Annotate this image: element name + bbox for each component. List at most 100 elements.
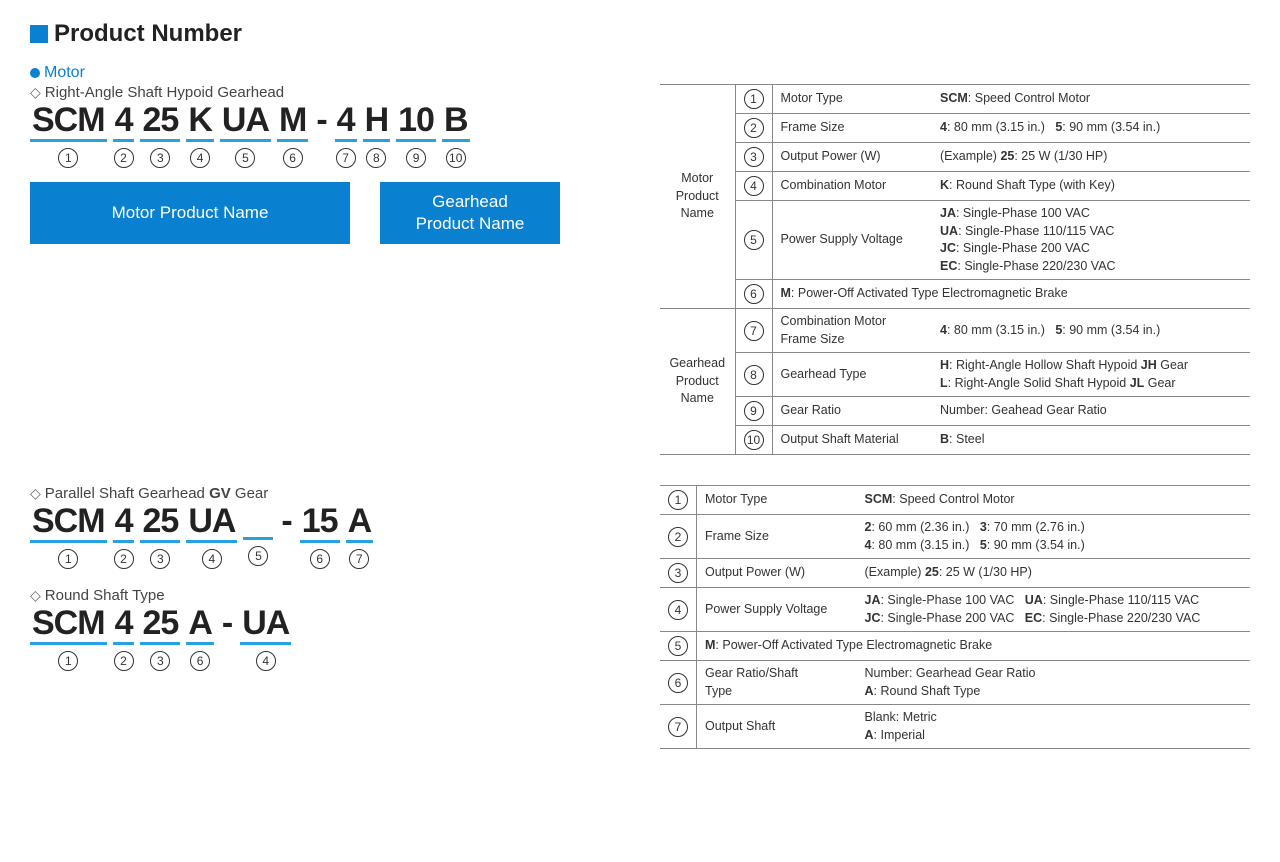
- segment-number: [320, 143, 324, 159]
- segment-number: 1: [58, 549, 78, 569]
- segment-number: [285, 544, 289, 560]
- code-segment: 4: [113, 103, 135, 142]
- row-number: 1: [735, 85, 772, 114]
- dot-icon: [30, 68, 40, 78]
- row-number: 10: [735, 426, 772, 455]
- segment-number: 10: [446, 148, 466, 168]
- code-segment: B: [442, 103, 470, 142]
- segment-number: 3: [150, 549, 170, 569]
- row-label: Gear Ratio/ShaftType: [697, 661, 857, 705]
- table-row: 9Gear RatioNumber: Geahead Gear Ratio: [660, 397, 1250, 426]
- square-icon: [30, 25, 48, 43]
- code-segment: 25: [140, 103, 180, 142]
- row-number: 8: [735, 353, 772, 397]
- code-segment: SCM: [30, 103, 107, 142]
- row-number: 9: [735, 397, 772, 426]
- code-segment: -: [314, 103, 328, 137]
- table-row: 5Power Supply VoltageJA: Single-Phase 10…: [660, 201, 1250, 280]
- row-number: 5: [735, 201, 772, 280]
- motor-product-name-box: Motor Product Name: [30, 182, 350, 244]
- row-label: Gearhead Type: [772, 353, 932, 397]
- spec-table-1: MotorProductName1Motor TypeSCM: Speed Co…: [660, 84, 1250, 455]
- table-row: 6M: Power-Off Activated Type Electromagn…: [660, 280, 1250, 309]
- segment-number: 3: [150, 148, 170, 168]
- table-row: 8Gearhead TypeH: Right-Angle Hollow Shaf…: [660, 353, 1250, 397]
- table-row: 7Output ShaftBlank: MetricA: Imperial: [660, 705, 1250, 749]
- row-label: Combination Motor: [772, 172, 932, 201]
- code-segment: 10: [396, 103, 436, 142]
- table-row: 4Power Supply VoltageJA: Single-Phase 10…: [660, 588, 1250, 632]
- row-label: Motor Type: [772, 85, 932, 114]
- table-row: 10Output Shaft MaterialB: Steel: [660, 426, 1250, 455]
- row-number: 7: [735, 309, 772, 353]
- table-row: 2Frame Size4: 80 mm (3.15 in.) 5: 90 mm …: [660, 114, 1250, 143]
- section2-title: Parallel Shaft Gearhead GV Gear: [45, 485, 268, 502]
- code-segment: SCM: [30, 606, 107, 645]
- code-segment: UA: [240, 606, 291, 645]
- section1-code: SCM142253K4UA5M6- 47H8109B10: [30, 103, 630, 168]
- segment-number: 6: [283, 148, 303, 168]
- row-value: (Example) 25: 25 W (1/30 HP): [857, 559, 1251, 588]
- diamond-icon: ◇: [30, 84, 41, 101]
- row-number: 2: [735, 114, 772, 143]
- row-value: Blank: MetricA: Imperial: [857, 705, 1251, 749]
- row-number: 3: [660, 559, 697, 588]
- segment-number: 6: [310, 549, 330, 569]
- row-label: Output Shaft Material: [772, 426, 932, 455]
- table-row: 1Motor TypeSCM: Speed Control Motor: [660, 486, 1250, 515]
- table-row: 3Output Power (W)(Example) 25: 25 W (1/3…: [660, 559, 1250, 588]
- row-number: 4: [735, 172, 772, 201]
- page-title-text: Product Number: [54, 20, 242, 48]
- code-segment: K: [186, 103, 214, 142]
- row-number: 6: [735, 280, 772, 309]
- code-segment: UA: [220, 103, 271, 142]
- segment-number: 1: [58, 148, 78, 168]
- row-label: Power Supply Voltage: [697, 588, 857, 632]
- code-segment: [243, 504, 273, 540]
- table-row: 4Combination MotorK: Round Shaft Type (w…: [660, 172, 1250, 201]
- row-number: 3: [735, 143, 772, 172]
- gearhead-product-name-box: GearheadProduct Name: [380, 182, 560, 244]
- section1-title: Right-Angle Shaft Hypoid Gearhead: [45, 84, 284, 101]
- row-value: M: Power-Off Activated Type Electromagne…: [772, 280, 1250, 309]
- row-label: Frame Size: [772, 114, 932, 143]
- segment-number: 3: [150, 651, 170, 671]
- row-value: 4: 80 mm (3.15 in.) 5: 90 mm (3.54 in.): [932, 309, 1250, 353]
- segment-number: [225, 646, 229, 662]
- diamond-icon: ◇: [30, 485, 41, 502]
- segment-number: 6: [190, 651, 210, 671]
- segment-number: 4: [190, 148, 210, 168]
- row-label: Output Shaft: [697, 705, 857, 749]
- row-number: 5: [660, 632, 697, 661]
- row-value: 4: 80 mm (3.15 in.) 5: 90 mm (3.54 in.): [932, 114, 1250, 143]
- row-number: 6: [660, 661, 697, 705]
- segment-number: 5: [248, 546, 268, 566]
- row-label: Output Power (W): [772, 143, 932, 172]
- code-segment: 4: [113, 606, 135, 645]
- segment-number: 5: [235, 148, 255, 168]
- row-value: 2: 60 mm (2.36 in.) 3: 70 mm (2.76 in.)4…: [857, 515, 1251, 559]
- row-value: SCM: Speed Control Motor: [932, 85, 1250, 114]
- table-row: GearheadProductName7Combination MotorFra…: [660, 309, 1250, 353]
- table-row: 6Gear Ratio/ShaftTypeNumber: Gearhead Ge…: [660, 661, 1250, 705]
- code-segment: 15: [300, 504, 340, 543]
- code-segment: A: [346, 504, 374, 543]
- code-segment: 4: [113, 504, 135, 543]
- page-title: Product Number: [30, 20, 1250, 48]
- row-value: H: Right-Angle Hollow Shaft Hypoid JH Ge…: [932, 353, 1250, 397]
- segment-number: 7: [336, 148, 356, 168]
- code-segment: 25: [140, 606, 180, 645]
- diamond-icon: ◇: [30, 587, 41, 604]
- motor-subheading: Motor: [30, 64, 1250, 82]
- code-segment: -: [279, 504, 293, 538]
- row-value: M: Power-Off Activated Type Electromagne…: [697, 632, 1251, 661]
- code-segment: SCM: [30, 504, 107, 543]
- segment-number: 9: [406, 148, 426, 168]
- table-row: MotorProductName1Motor TypeSCM: Speed Co…: [660, 85, 1250, 114]
- row-value: JA: Single-Phase 100 VAC UA: Single-Phas…: [857, 588, 1251, 632]
- segment-number: 2: [114, 549, 134, 569]
- row-value: (Example) 25: 25 W (1/30 HP): [932, 143, 1250, 172]
- row-value: K: Round Shaft Type (with Key): [932, 172, 1250, 201]
- code-segment: 25: [140, 504, 180, 543]
- segment-number: 4: [202, 549, 222, 569]
